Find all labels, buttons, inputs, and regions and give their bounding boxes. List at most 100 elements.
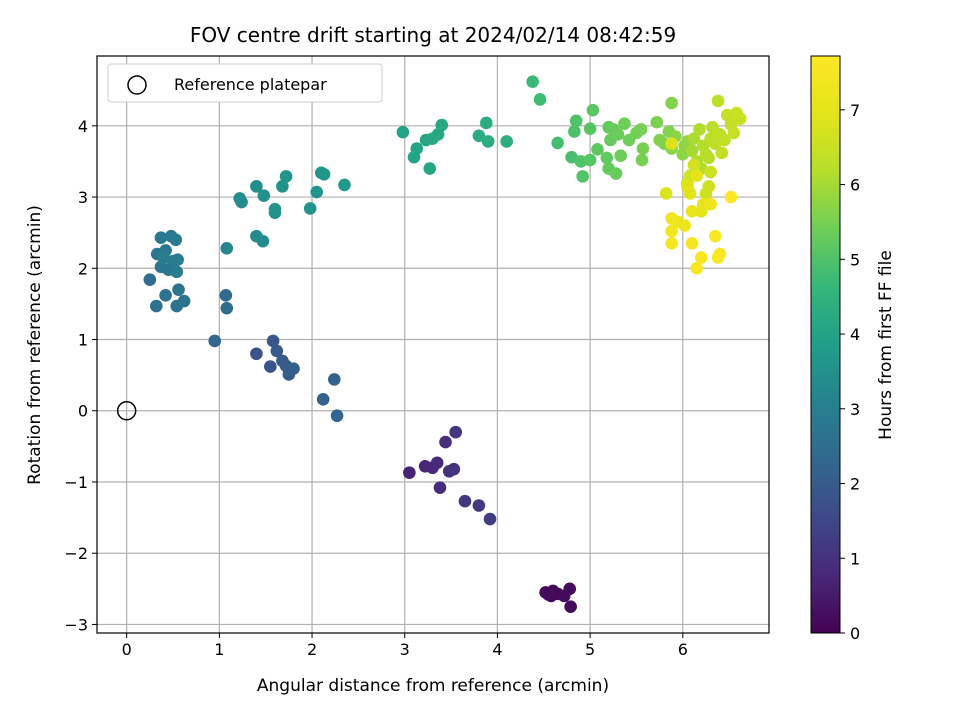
data-point — [665, 137, 678, 150]
colorbar-tick-label: 7 — [850, 101, 860, 120]
y-tick-label: 4 — [78, 117, 88, 136]
data-point — [143, 273, 157, 286]
data-point — [685, 144, 699, 158]
legend: Reference platepar — [107, 63, 383, 103]
data-point — [439, 435, 452, 449]
data-point — [276, 180, 289, 193]
data-point — [423, 162, 437, 175]
y-axis-ticks: −3 −2 −1 0 1 2 3 4 — [64, 117, 97, 634]
data-point — [693, 123, 706, 136]
data-point — [611, 128, 625, 141]
colorbar-tick-label: 5 — [850, 250, 860, 269]
x-axis-label: Angular distance from reference (arcmin) — [257, 676, 609, 696]
data-point — [678, 219, 691, 232]
data-point — [256, 234, 270, 248]
data-point — [171, 253, 184, 267]
data-point — [586, 103, 600, 117]
data-point — [591, 143, 604, 156]
colorbar-tick-label: 2 — [850, 475, 860, 494]
data-point — [266, 334, 280, 348]
data-point — [635, 153, 649, 167]
colorbar-frame — [810, 55, 841, 634]
data-point — [665, 237, 678, 250]
data-point — [169, 233, 183, 247]
data-point — [483, 512, 497, 526]
x-tick-label: 4 — [492, 640, 502, 659]
data-point — [713, 247, 727, 261]
data-point — [410, 142, 424, 155]
data-point — [330, 409, 344, 423]
data-point — [704, 165, 717, 179]
data-point — [665, 212, 678, 225]
data-point — [569, 114, 583, 128]
data-point — [268, 202, 282, 216]
data-point — [159, 289, 172, 302]
data-point — [718, 133, 731, 147]
data-point — [172, 283, 185, 296]
data-point — [157, 251, 171, 264]
data-points — [143, 75, 747, 613]
data-point — [235, 195, 248, 209]
data-point — [708, 229, 722, 243]
data-point — [659, 187, 673, 200]
data-point — [563, 582, 577, 596]
data-point — [695, 251, 708, 264]
data-point — [665, 224, 678, 238]
data-point — [327, 373, 341, 386]
data-point — [614, 149, 627, 163]
data-point — [264, 360, 277, 373]
data-point — [665, 96, 678, 110]
data-point — [220, 301, 234, 315]
y-tick-label: 3 — [78, 188, 88, 207]
data-point — [526, 75, 539, 88]
data-point — [685, 237, 699, 250]
data-point — [576, 170, 589, 183]
y-tick-label: 2 — [78, 259, 88, 278]
data-point — [433, 481, 447, 494]
data-point — [699, 187, 713, 200]
data-point — [316, 393, 330, 406]
y-tick-label: −2 — [64, 544, 88, 563]
data-point — [727, 126, 741, 140]
data-point — [177, 294, 191, 308]
data-point — [704, 197, 717, 211]
data-point — [403, 466, 416, 480]
data-point — [542, 588, 555, 601]
data-point — [533, 93, 547, 106]
data-point — [583, 153, 597, 167]
colorbar-ticks: 0 1 2 3 4 5 6 7 — [840, 101, 860, 643]
data-point — [481, 135, 495, 148]
data-point — [690, 169, 704, 182]
data-point — [636, 142, 650, 155]
colorbar-tick-label: 4 — [850, 325, 860, 344]
colorbar-gradient — [811, 56, 840, 633]
data-point — [430, 456, 444, 470]
data-point — [583, 122, 597, 135]
data-point — [250, 347, 263, 361]
legend-marker-icon — [127, 75, 147, 95]
data-point — [634, 123, 648, 136]
x-tick-label: 3 — [400, 640, 410, 659]
data-point — [396, 125, 410, 139]
data-point — [687, 158, 701, 172]
data-point — [447, 462, 461, 476]
legend-label: Reference platepar — [174, 75, 327, 94]
data-point — [683, 187, 697, 200]
x-tick-label: 2 — [307, 640, 317, 659]
x-axis-ticks: 0 1 2 3 4 5 6 — [122, 633, 688, 659]
plot-frame — [96, 55, 770, 634]
data-point — [472, 499, 486, 512]
data-point — [338, 178, 351, 192]
x-tick-label: 6 — [678, 640, 688, 659]
data-point — [574, 155, 588, 168]
y-tick-label: 0 — [78, 402, 88, 421]
data-point — [250, 180, 263, 193]
data-point — [702, 151, 716, 165]
data-point — [685, 204, 699, 218]
x-tick-label: 1 — [214, 640, 224, 659]
data-point — [219, 289, 233, 302]
data-point — [600, 151, 614, 165]
data-point — [170, 265, 184, 279]
data-point — [287, 362, 300, 376]
